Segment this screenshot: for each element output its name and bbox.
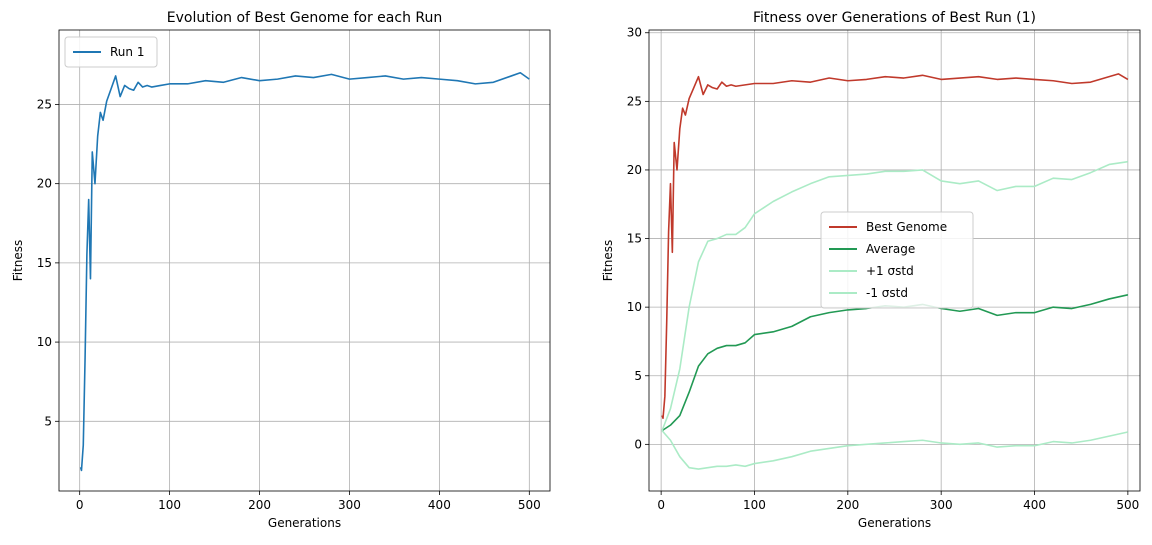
series-line-3: [661, 160, 1128, 431]
grid-lines: [59, 30, 550, 491]
series-line-2: [661, 294, 1129, 432]
chart-panel-1: 0 100 200 300 400 500 5 10 15 20 25 Evolution of Be…: [11, 10, 551, 530]
y-tick-label: 0: [634, 437, 642, 451]
chart-title: Evolution of Best Genome for each Run: [167, 10, 442, 26]
y-tick-label: 20: [37, 177, 52, 191]
chart-title: Fitness over Generations of Best Run (1): [753, 10, 1036, 26]
legend-entry: Run 1: [110, 45, 144, 59]
y-tick-label: 30: [627, 26, 642, 40]
x-tick-label: 500: [1116, 498, 1139, 512]
x-tick-label: 300: [930, 498, 953, 512]
series-line-1: [661, 73, 1129, 420]
x-tick-label: 0: [657, 498, 665, 512]
x-axis-label: Generations: [268, 516, 341, 530]
y-axis-label: Fitness: [601, 240, 615, 282]
y-tick-label: 15: [627, 232, 642, 246]
y-tick-label: 25: [627, 94, 642, 108]
plot-frame: [648, 29, 1141, 492]
legend-entry: +1 σstd: [866, 264, 914, 278]
plot-frame: [58, 29, 551, 492]
y-tick-label: 5: [44, 414, 52, 428]
x-tick-label: 300: [338, 498, 361, 512]
y-tick-label: 5: [634, 369, 642, 383]
x-axis-label: Generations: [858, 516, 931, 530]
y-tick-label: 10: [37, 335, 52, 349]
x-tick-label: 500: [518, 498, 541, 512]
y-tick-label: 10: [627, 300, 642, 314]
legend-entry: Average: [866, 242, 915, 256]
x-tick-label: 100: [743, 498, 766, 512]
chart-panel-2: 0 100 200 300 400 500 0 5 10 15 20 25 30 Fitness over…: [601, 10, 1141, 530]
y-tick-label: 20: [627, 163, 642, 177]
series-line-4: [661, 430, 1129, 470]
legend-entry: Best Genome: [866, 220, 947, 234]
x-tick-label: 0: [76, 498, 84, 512]
legend: Run 1: [64, 36, 158, 68]
x-tick-label: 100: [158, 498, 181, 512]
y-tick-label: 15: [37, 256, 52, 270]
y-tick-label: 25: [37, 97, 52, 111]
legend-box: [820, 211, 974, 309]
series-line-1: [79, 71, 530, 472]
legend-box: [64, 36, 158, 68]
x-tick-label: 200: [248, 498, 271, 512]
y-axis-label: Fitness: [11, 240, 25, 282]
legend: Best Genome Average +1 σstd -1 σstd: [820, 211, 974, 309]
x-tick-label: 200: [836, 498, 859, 512]
legend-entry: -1 σstd: [866, 286, 908, 300]
x-tick-label: 400: [1023, 498, 1046, 512]
x-tick-label: 400: [428, 498, 451, 512]
